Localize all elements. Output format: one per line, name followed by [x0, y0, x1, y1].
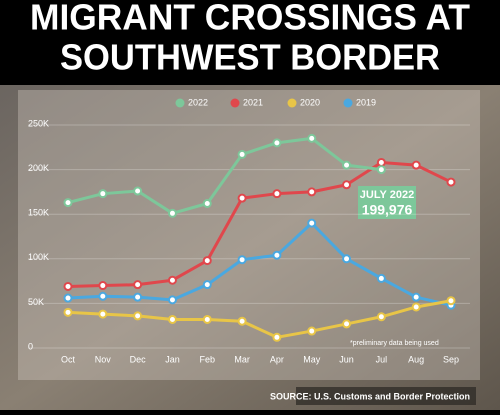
point	[342, 319, 352, 329]
y-tick-label: 150K	[28, 208, 49, 218]
point	[98, 281, 108, 291]
point	[446, 177, 456, 187]
x-tick-label: Jan	[165, 354, 180, 364]
point	[202, 280, 212, 290]
source: SOURCE: U.S. Customs and Border Protecti…	[270, 391, 470, 401]
line	[67, 221, 452, 307]
point	[237, 193, 247, 203]
point	[376, 273, 386, 283]
point	[342, 160, 352, 170]
x-tick-label: Apr	[270, 354, 284, 364]
source-bar	[296, 387, 476, 405]
data-label: 199,976	[362, 202, 413, 218]
point	[342, 254, 352, 264]
point	[411, 292, 421, 302]
point	[63, 293, 73, 303]
point	[202, 256, 212, 266]
point	[272, 138, 282, 148]
annotation: *preliminary data being used	[350, 340, 439, 347]
legend-marker	[175, 98, 185, 108]
point	[167, 314, 177, 324]
y-tick-label: 200K	[28, 163, 49, 173]
point	[272, 250, 282, 260]
point	[272, 332, 282, 342]
x-tick-label: Mar	[234, 354, 250, 364]
line	[67, 299, 452, 339]
x-tick-label: Oct	[61, 354, 76, 364]
point	[63, 307, 73, 317]
x-tick-label: Feb	[200, 354, 216, 364]
y-tick-label: 0	[28, 341, 33, 351]
legend-label: 2019	[356, 97, 376, 107]
point	[307, 218, 317, 228]
point	[376, 165, 386, 175]
y-tick-label: 100K	[28, 252, 49, 262]
point	[342, 180, 352, 190]
point	[98, 189, 108, 199]
point	[376, 157, 386, 167]
point	[237, 149, 247, 159]
point	[307, 133, 317, 143]
x-tick-label: May	[303, 354, 321, 364]
legend-label: 2020	[300, 97, 320, 107]
legend-marker	[343, 98, 353, 108]
point	[98, 309, 108, 319]
line	[67, 160, 452, 288]
y-tick-label: 250K	[28, 118, 49, 128]
annotation: JULY 2022	[360, 189, 414, 201]
background-photo	[0, 85, 500, 410]
x-tick-label: Nov	[95, 354, 112, 364]
legend-label: 2021	[243, 97, 263, 107]
point	[411, 160, 421, 170]
x-tick-label: Jul	[376, 354, 388, 364]
chart-panel	[18, 90, 480, 380]
point	[133, 311, 143, 321]
x-tick-label: Jun	[339, 354, 354, 364]
point	[202, 314, 212, 324]
point	[307, 326, 317, 336]
point	[237, 316, 247, 326]
x-tick-label: Sep	[443, 354, 459, 364]
x-tick-label: Aug	[408, 354, 424, 364]
point	[167, 208, 177, 218]
point	[446, 296, 456, 306]
point	[411, 302, 421, 312]
point	[133, 186, 143, 196]
point	[307, 187, 317, 197]
point	[167, 275, 177, 285]
point	[98, 291, 108, 301]
line	[67, 136, 382, 215]
point	[63, 281, 73, 291]
chart-title: MIGRANT CROSSINGS AT	[30, 0, 470, 38]
point	[133, 292, 143, 302]
y-tick-label: 50K	[28, 297, 44, 307]
x-tick-label: Dec	[130, 354, 147, 364]
point	[376, 312, 386, 322]
point	[237, 255, 247, 265]
legend-marker	[230, 98, 240, 108]
point	[63, 198, 73, 208]
legend-label: 2022	[188, 97, 208, 107]
point	[272, 189, 282, 199]
chart-title: SOUTHWEST BORDER	[60, 37, 440, 78]
point	[202, 198, 212, 208]
annotation-box	[358, 186, 416, 219]
legend-marker	[287, 98, 297, 108]
point	[167, 295, 177, 305]
point	[133, 280, 143, 290]
